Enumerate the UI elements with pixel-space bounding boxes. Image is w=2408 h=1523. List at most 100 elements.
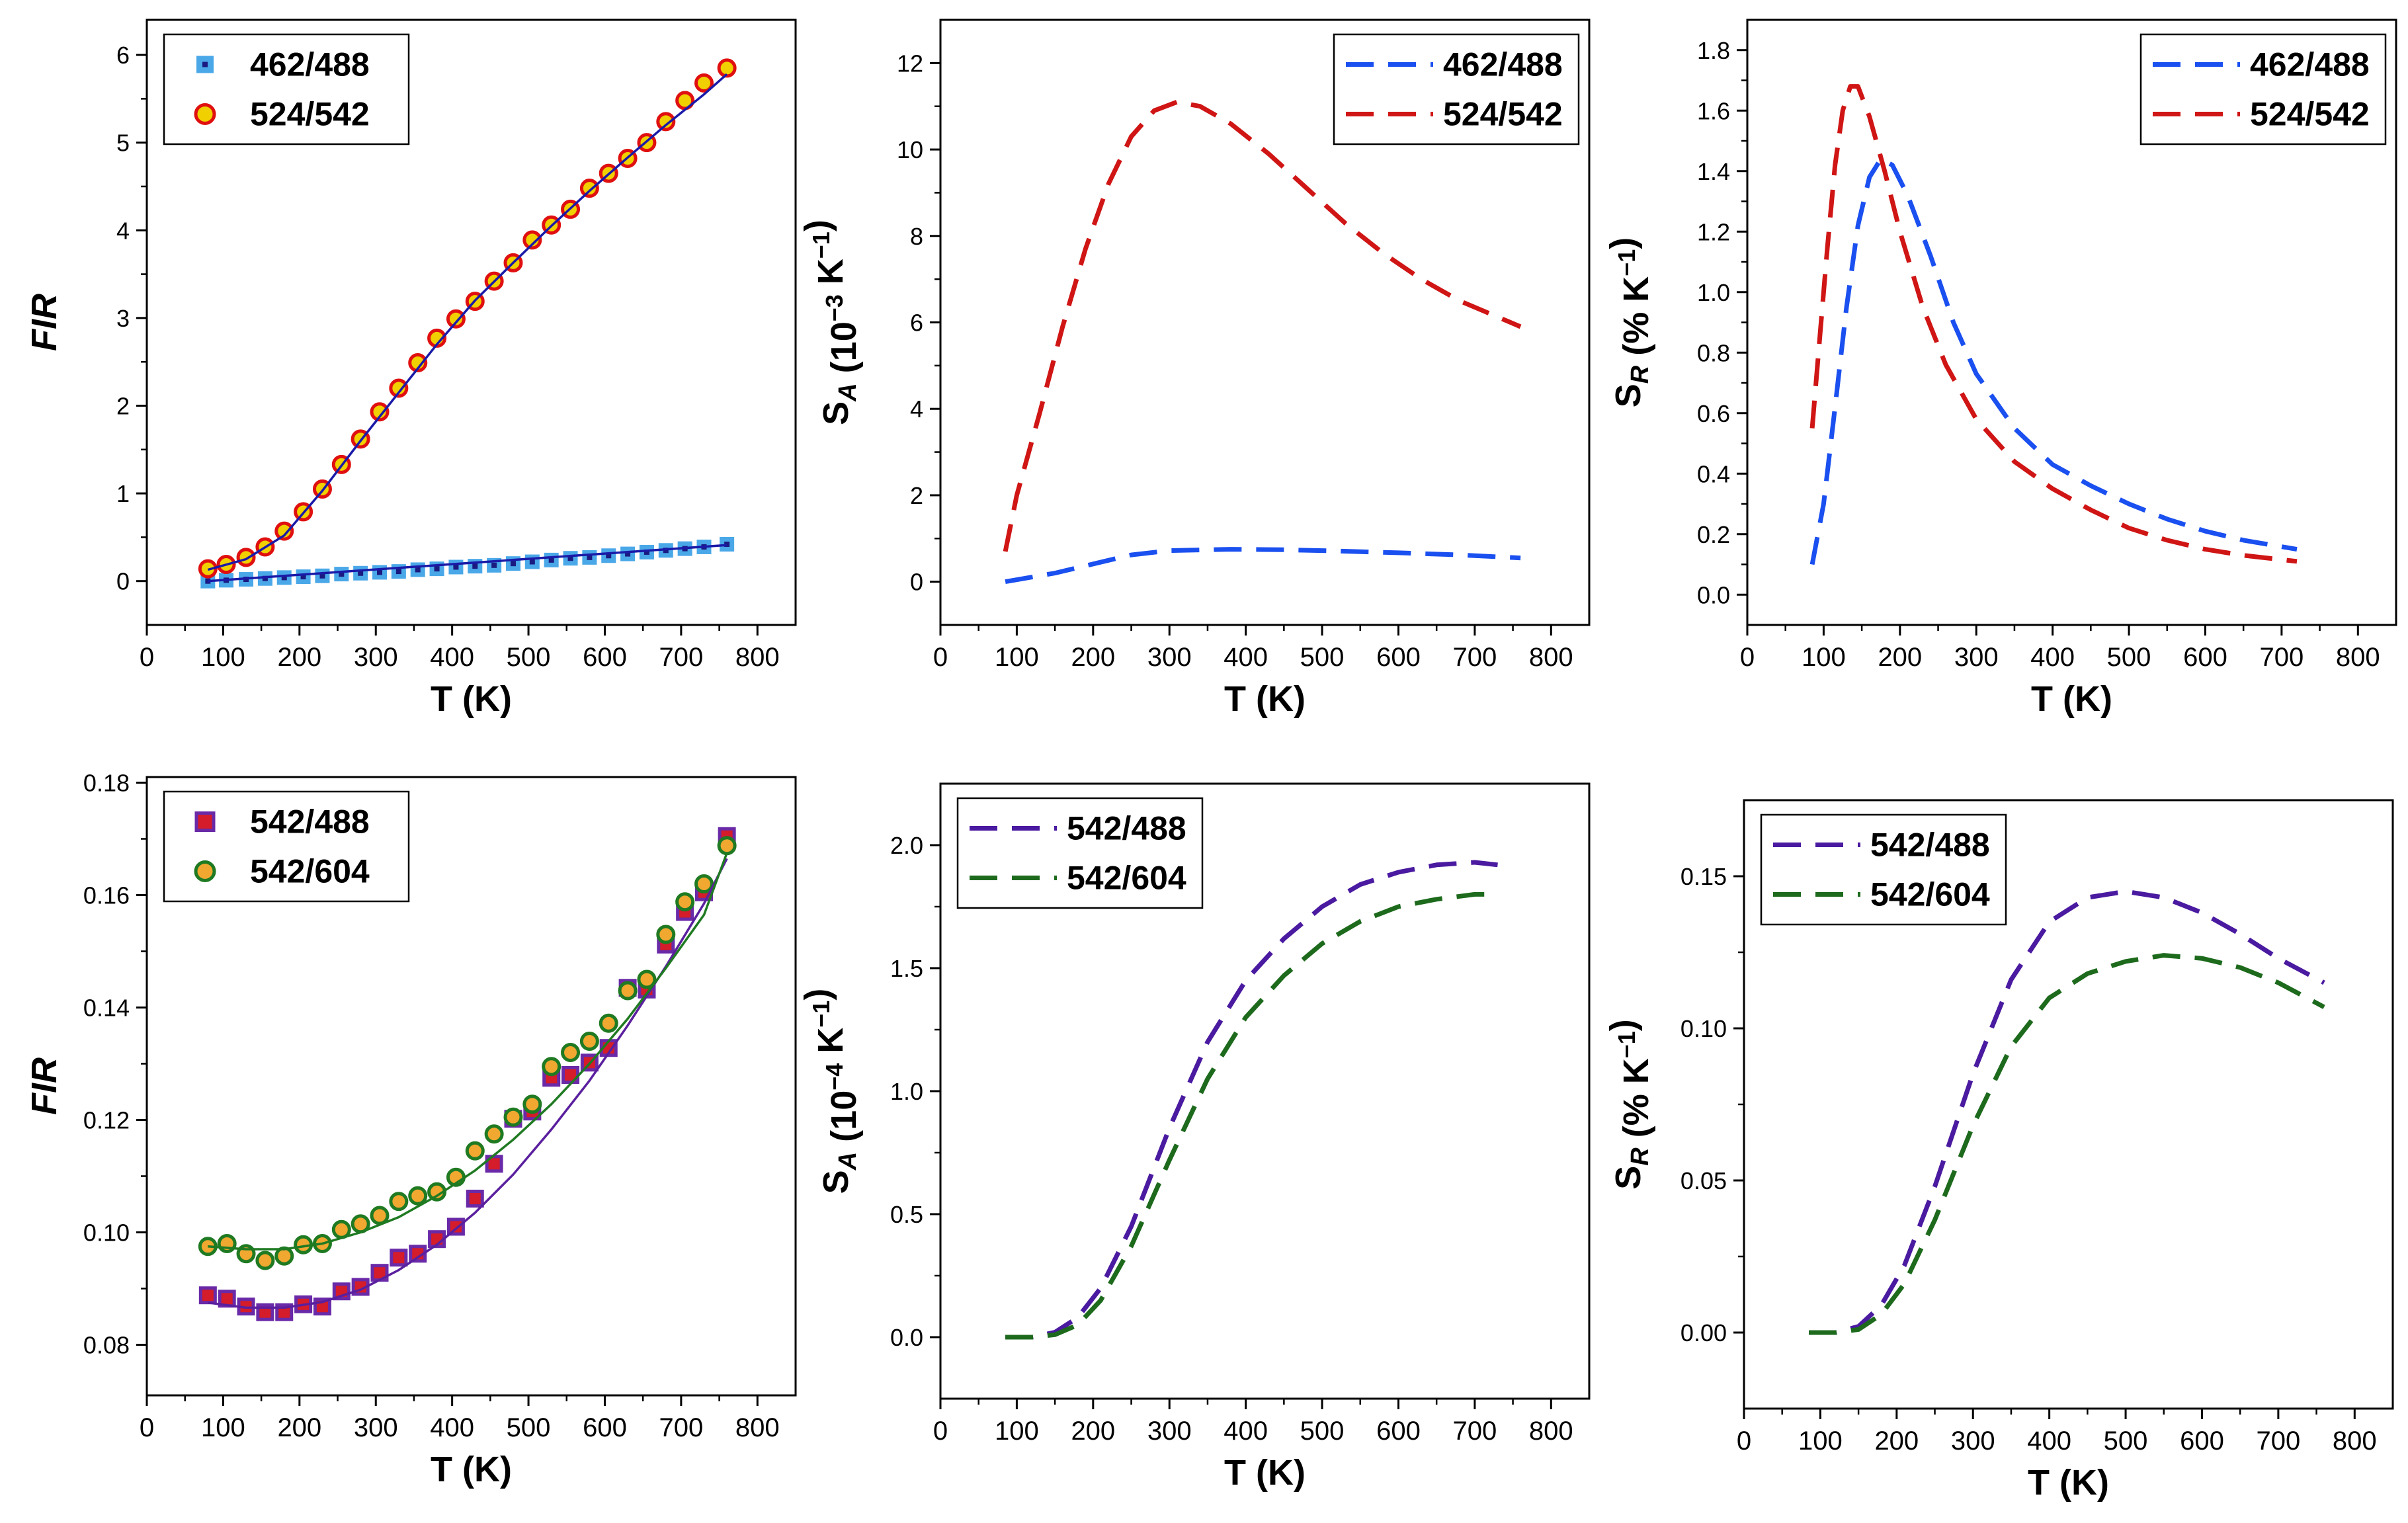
fit-line-462-488 <box>208 544 727 583</box>
fit-line-542-488 <box>208 858 728 1309</box>
data-area-a <box>198 58 737 589</box>
x-tick-label: 0 <box>933 1417 948 1446</box>
y-tick-label: 0 <box>116 568 130 595</box>
x-axis-label: T (K) <box>431 679 512 719</box>
y-tick-label: 0.16 <box>83 882 130 909</box>
y-axis-label: SR (% K−1) <box>1603 1019 1656 1190</box>
legend-d: 542/488 542/604 <box>163 790 410 903</box>
legend-swatch <box>194 103 216 125</box>
x-tick-label: 400 <box>430 1413 474 1442</box>
x-tick-label: 500 <box>1300 1417 1345 1446</box>
data-area-b <box>1003 99 1522 585</box>
x-tick-label: 100 <box>201 1413 245 1442</box>
data-point-center <box>319 573 325 579</box>
x-tick-label: 500 <box>2107 643 2151 672</box>
x-tick-label: 700 <box>2257 1426 2301 1456</box>
series-line-462-488 <box>1809 156 2298 565</box>
y-tick-label: 1.0 <box>1697 279 1730 306</box>
data-point-center <box>491 562 497 568</box>
legend-b: 462/488 524/542 <box>1333 33 1580 145</box>
y-axis-label: FIR <box>24 294 64 351</box>
data-point-center <box>262 575 268 581</box>
data-point-center <box>339 571 345 577</box>
legend-label: 524/542 <box>1443 96 1563 133</box>
x-tick-label: 600 <box>583 1413 627 1442</box>
y-axis-e: 0.0 0.5 1.0 1.5 2.0 <box>890 832 940 1351</box>
x-tick-label: 700 <box>2260 643 2304 672</box>
y-tick-label: 0.12 <box>83 1107 130 1134</box>
data-area-d <box>198 827 737 1321</box>
data-point-center <box>644 549 649 555</box>
data-point-center <box>434 566 440 572</box>
y-tick-label: 0.0 <box>890 1324 923 1351</box>
data-point <box>618 981 638 1001</box>
data-point <box>389 378 409 398</box>
x-tick-label: 300 <box>1147 1417 1192 1446</box>
y-tick-label: 0.15 <box>1681 863 1727 890</box>
y-tick-label: 0.08 <box>83 1332 130 1359</box>
x-tick-label: 300 <box>1951 1426 1995 1456</box>
data-point <box>694 874 714 893</box>
x-tick-label: 200 <box>1878 643 1922 672</box>
legend-swatch <box>194 860 216 882</box>
data-point <box>717 836 737 856</box>
y-tick-label: 0.10 <box>83 1219 130 1247</box>
y-axis-label: SA (10−4 K−1) <box>798 989 864 1194</box>
data-point-center <box>472 563 478 569</box>
data-point-center <box>510 561 516 567</box>
y-tick-label: 0.05 <box>1681 1167 1727 1194</box>
data-point <box>408 353 428 372</box>
data-point-center <box>548 557 554 563</box>
data-point <box>331 1219 351 1239</box>
fit-line-524-542 <box>207 73 728 571</box>
y-tick-label: 0.00 <box>1681 1319 1727 1346</box>
y-tick-label: 0.18 <box>83 770 130 797</box>
x-axis-b: 0 100 200 300 400 500 600 700 800 <box>933 625 1573 672</box>
chart-panel-e: 0 100 200 300 400 500 600 700 800 0.0 0.5 1.0 1.5 2.0… <box>798 782 1591 1493</box>
data-point <box>446 309 466 329</box>
x-tick-label: 600 <box>1376 1417 1421 1446</box>
data-point <box>408 1186 428 1206</box>
data-point <box>390 1249 408 1267</box>
x-tick-label: 100 <box>1798 1426 1843 1456</box>
legend-label: 462/488 <box>2250 46 2370 83</box>
x-tick-label: 600 <box>583 643 627 672</box>
y-tick-label: 1.5 <box>890 955 923 982</box>
data-point <box>198 1286 217 1305</box>
y-tick-label: 2 <box>910 482 923 509</box>
chart-panel-b: 0 100 200 300 400 500 600 700 800 0 2 4 6 8 10 12 T (K) S… <box>798 19 1591 719</box>
plot-frame-d <box>145 776 797 1397</box>
series-line-542-604 <box>1809 953 2325 1335</box>
y-tick-label: 1.6 <box>1697 97 1730 124</box>
legend-label: 462/488 <box>1443 46 1563 83</box>
x-tick-label: 700 <box>659 643 704 672</box>
data-point <box>694 73 714 93</box>
plot-frame-a <box>145 19 797 626</box>
y-tick-label: 0 <box>910 569 923 596</box>
x-tick-label: 700 <box>659 1413 704 1442</box>
legend-box <box>1333 33 1580 145</box>
y-tick-label: 0.5 <box>890 1201 923 1228</box>
legend-f: 542/488 542/604 <box>1760 813 2007 926</box>
data-point-center <box>281 575 287 581</box>
y-tick-label: 0.6 <box>1697 400 1730 427</box>
y-tick-label: 1.8 <box>1697 37 1730 64</box>
y-axis-f: 0.00 0.05 0.10 0.15 <box>1681 863 1744 1346</box>
x-tick-label: 600 <box>2180 1426 2224 1456</box>
data-point <box>484 1124 504 1144</box>
x-tick-label: 800 <box>2333 1426 2377 1456</box>
x-tick-label: 100 <box>1802 643 1846 672</box>
chart-panel-d: 0 100 200 300 400 500 600 700 800 0.08 0.10 0.12 0.1… <box>24 770 797 1489</box>
x-axis-a: 0 100 200 300 400 500 600 700 800 <box>140 625 780 672</box>
data-point <box>465 1141 485 1161</box>
x-tick-label: 300 <box>1147 643 1192 672</box>
x-axis-label: T (K) <box>1224 1453 1306 1493</box>
legend-label: 542/488 <box>1870 827 1990 864</box>
y-tick-label: 2 <box>116 392 130 419</box>
x-axis-label: T (K) <box>431 1450 512 1489</box>
series-line-542-604 <box>1005 891 1498 1340</box>
x-tick-label: 300 <box>354 643 398 672</box>
data-point <box>389 1192 409 1212</box>
data-point <box>255 1251 275 1270</box>
